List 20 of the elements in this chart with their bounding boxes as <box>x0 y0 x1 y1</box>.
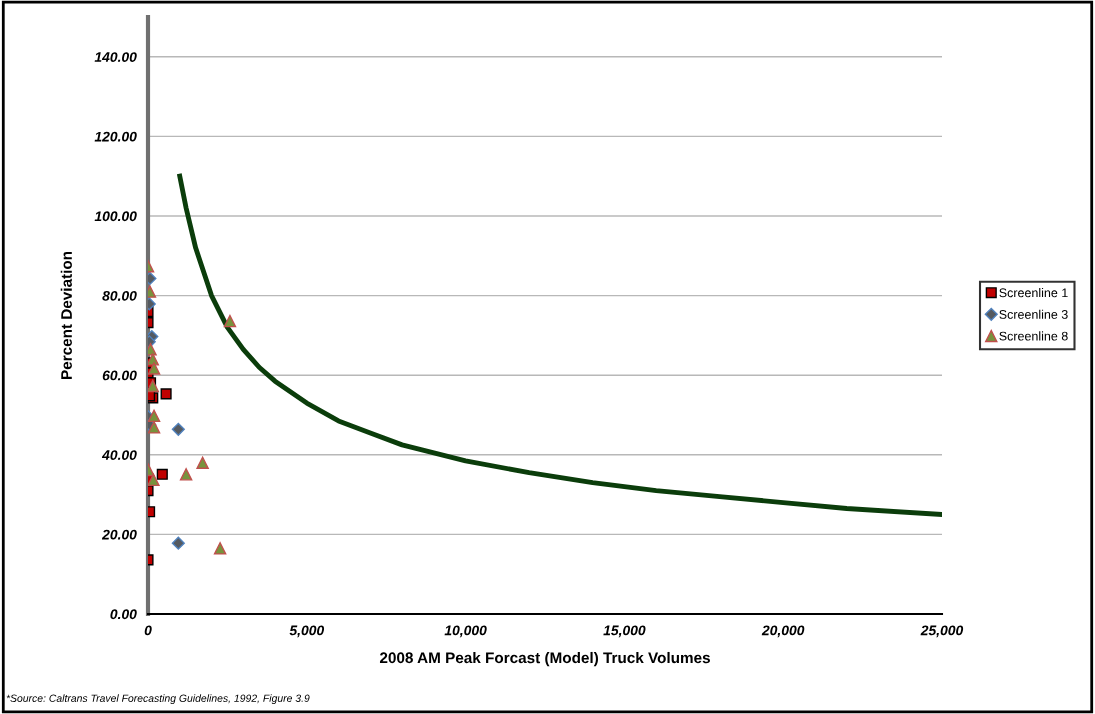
legend-label: Screenline 3 <box>999 309 1068 319</box>
x-tick-label: 5,000 <box>289 625 325 638</box>
text: *Source: Caltrans Travel Forecasting Guidelines, 1992, Figure 3.9 <box>6 694 310 704</box>
x-tick-label: 25,000 <box>920 625 964 638</box>
legend-label: Screenline 8 <box>999 331 1068 341</box>
y-axis-title: Percent Deviation <box>60 251 72 379</box>
y-tick-label: 80.00 <box>102 290 137 301</box>
x-tick-label: 20,000 <box>761 625 805 638</box>
y-tick-label: 0.00 <box>110 609 137 620</box>
x-tick-label: 10,000 <box>444 625 487 638</box>
y-tick-label: 140.00 <box>94 52 137 62</box>
y-tick-label: 120.00 <box>94 131 137 142</box>
x-axis-title: 2008 AM Peak Forcast (Model) Truck Volumes <box>379 651 710 667</box>
legend-label: Screenline 1 <box>999 288 1068 298</box>
y-tick-label: 60.00 <box>102 370 137 381</box>
x-tick-label: 15,000 <box>603 625 646 638</box>
y-tick-label: 40.00 <box>101 450 137 460</box>
x-tick-label: 0 <box>144 625 152 636</box>
y-tick-label: 100.00 <box>94 211 137 222</box>
y-tick-label: 20.00 <box>101 529 137 540</box>
